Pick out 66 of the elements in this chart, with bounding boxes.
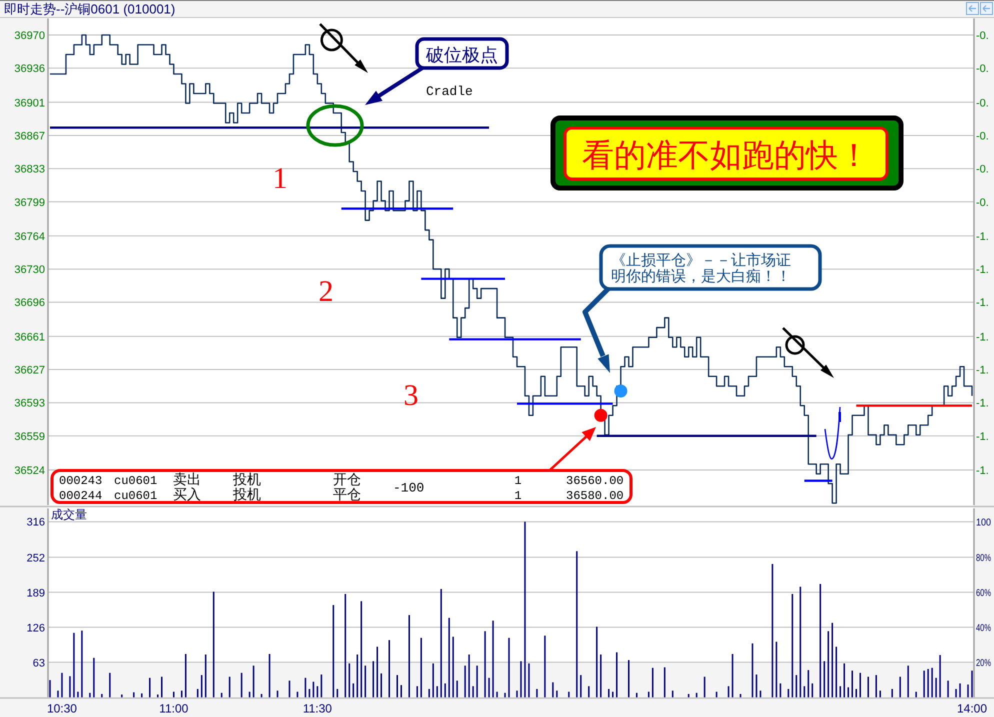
- y-tick-label: 189: [26, 587, 45, 600]
- annotation: 卖出: [173, 472, 201, 489]
- y-tick-label: 36627: [14, 364, 45, 377]
- y-tick-label: 36867: [14, 130, 45, 142]
- y2-tick-label: 60%: [976, 588, 994, 599]
- y-tick-label: 36593: [14, 398, 45, 410]
- annotation: 破位极点: [425, 45, 498, 65]
- y-tick-label: 36524: [14, 464, 45, 477]
- annotation: cu0601: [114, 489, 158, 503]
- y-tick-label: 36730: [14, 264, 45, 276]
- annotation: 36580.00: [566, 489, 624, 503]
- annotation: cu0601: [114, 474, 158, 488]
- y-tick-label: 36764: [14, 230, 45, 243]
- annotation: 3: [404, 379, 418, 412]
- y2-tick-label: 20%: [976, 658, 994, 670]
- y-tick-label: 36970: [14, 30, 45, 42]
- annotation: 1: [272, 162, 288, 195]
- annotation: 000243: [59, 474, 102, 488]
- chart-title: 即时走势--沪铜0601 (010001): [4, 2, 176, 16]
- annotation: 36560.00: [566, 474, 624, 488]
- y-tick-label: 252: [26, 552, 45, 564]
- annotation: 买入: [173, 487, 201, 504]
- y-tick-label: 36799: [14, 196, 45, 209]
- annotation: 开仓: [333, 472, 361, 489]
- chart-title: 成交量: [51, 508, 87, 522]
- y-tick-label: 316: [26, 516, 45, 529]
- annotation: 000244: [59, 489, 102, 503]
- text: -1.: [976, 398, 989, 410]
- text: -1.: [976, 464, 989, 477]
- annotation: 《止损平仓》－－让市场证明你的错误，是大白痴！！: [611, 252, 791, 285]
- y-tick-label: 63: [32, 657, 45, 670]
- annotation: 投机: [232, 472, 261, 489]
- text: -0.: [976, 63, 989, 76]
- x-tick-label: 10:30: [46, 701, 78, 716]
- text: -1.: [976, 430, 989, 443]
- text: -0.: [976, 196, 989, 209]
- y-tick-label: 36936: [14, 63, 45, 76]
- annotation: 1: [514, 489, 522, 503]
- text: -0.: [976, 97, 989, 110]
- x-tick-label: 11:00: [159, 701, 189, 716]
- text: -1.: [976, 331, 989, 344]
- text: -1.: [976, 364, 989, 377]
- text: -0.: [976, 164, 989, 176]
- x-tick-label: 14:00: [956, 701, 988, 716]
- text: -1.: [976, 297, 989, 310]
- x-tick-label: 11:30: [302, 701, 332, 716]
- annotation: 1: [514, 474, 522, 488]
- y2-tick-label: 80%: [976, 552, 994, 564]
- text: -0.: [976, 130, 989, 142]
- y-tick-label: 36833: [14, 164, 45, 176]
- y-tick-label: 36559: [14, 430, 45, 443]
- annotation: 2: [318, 275, 334, 308]
- y-tick-label: 36661: [14, 331, 45, 344]
- text: -1.: [976, 230, 989, 243]
- annotation: 看的准不如跑的快！: [582, 137, 870, 173]
- annotation: Cradle: [426, 84, 473, 99]
- y2-tick-label: 40%: [976, 623, 994, 634]
- text: -0.: [976, 30, 989, 42]
- y-tick-label: 36696: [14, 297, 45, 310]
- y2-tick-label: 100: [976, 518, 993, 529]
- y-tick-label: 36901: [14, 97, 45, 110]
- annotation: -100: [393, 480, 424, 496]
- text: -1.: [976, 264, 989, 276]
- annotation: 平仓: [333, 487, 361, 504]
- y-tick-label: 126: [26, 622, 45, 634]
- annotation: 投机: [232, 487, 261, 504]
